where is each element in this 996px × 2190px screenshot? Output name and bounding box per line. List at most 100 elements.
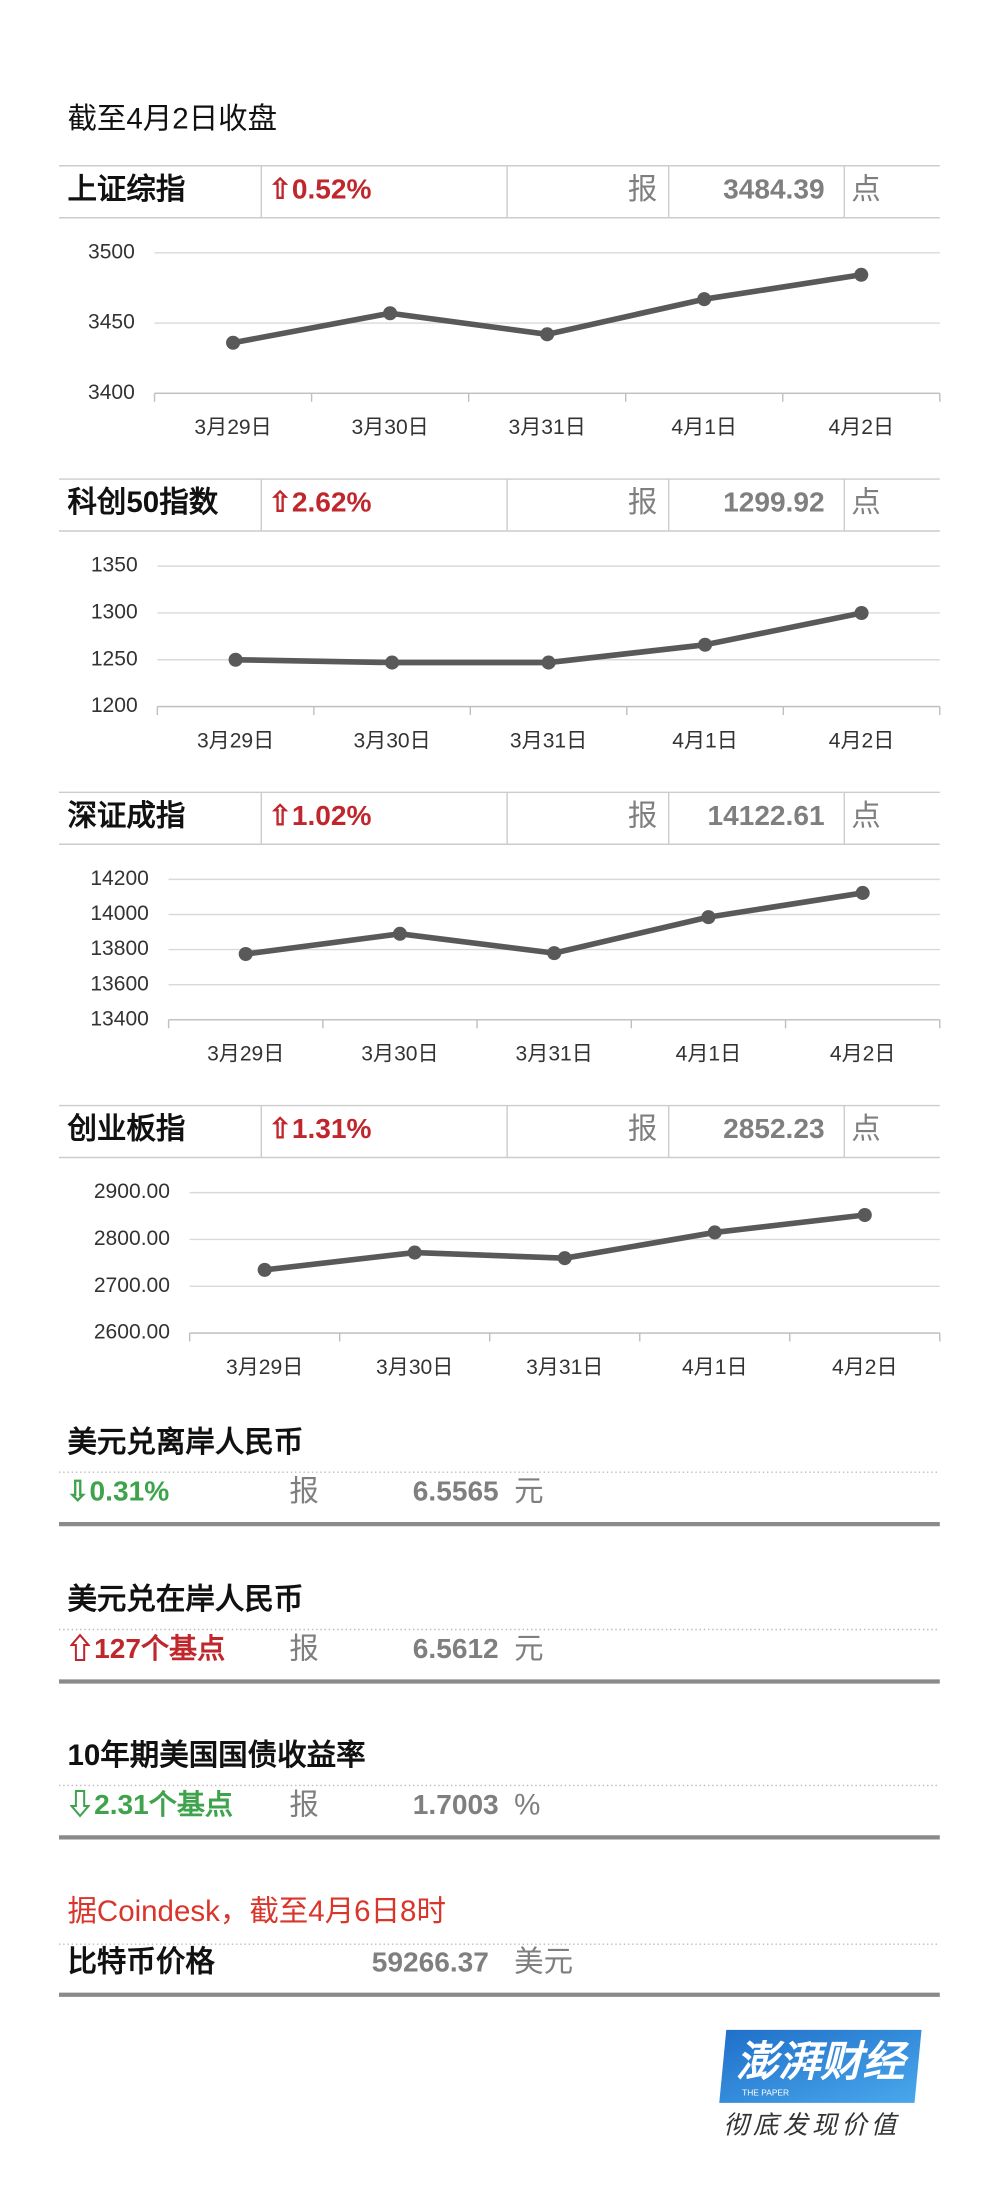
y-tick-label: 13400	[90, 1007, 149, 1030]
quote-word: 报	[289, 1632, 318, 1665]
y-tick-label: 2800.00	[94, 1227, 170, 1250]
index-change: ⇧1.31%	[268, 1113, 371, 1144]
quote-unit: 元	[514, 1632, 543, 1665]
bitcoin-unit: 美元	[514, 1946, 573, 1979]
y-tick-label: 1300	[91, 601, 138, 624]
page-title: 截至4月2日收盘	[67, 103, 277, 136]
x-tick-label: 3月31日	[509, 416, 586, 439]
point	[547, 946, 562, 961]
y-tick-label: 3500	[88, 240, 135, 263]
y-tick-label: 13600	[90, 972, 149, 995]
y-tick-label: 1200	[91, 694, 138, 717]
logo: 澎湃财经 THE PAPER 彻底发现价值	[719, 2029, 922, 2139]
x-tick-label: 4月2日	[828, 416, 894, 439]
point	[226, 335, 241, 350]
y-tick-label: 1350	[91, 554, 138, 577]
point	[228, 652, 243, 667]
index-name: 科创50指数	[67, 486, 218, 519]
y-tick-label: 2900.00	[94, 1180, 170, 1203]
quote-word: 报	[628, 173, 657, 206]
x-tick-label: 3月30日	[376, 1356, 453, 1379]
quote-word: 报	[628, 486, 657, 519]
index-close: 14122.61	[707, 800, 824, 831]
y-tick-label: 3400	[88, 381, 135, 404]
quote-value: 1.7003	[413, 1789, 499, 1820]
index-close: 1299.92	[723, 487, 824, 518]
y-tick-label: 14000	[90, 902, 149, 925]
quote-unit: %	[514, 1788, 540, 1821]
point	[385, 655, 400, 670]
point	[541, 655, 556, 670]
index-name: 深证成指	[67, 799, 185, 832]
quote-title: 美元兑在岸人民币	[67, 1582, 303, 1616]
x-tick-label: 4月1日	[682, 1356, 748, 1379]
logo-brand-en: THE PAPER	[742, 2087, 789, 2097]
index-unit: 点	[851, 1113, 880, 1146]
point	[854, 605, 869, 621]
x-tick-label: 3月31日	[516, 1043, 593, 1066]
index-unit: 点	[851, 799, 880, 832]
index-unit: 点	[851, 486, 880, 519]
point	[257, 1262, 272, 1277]
x-tick-label: 4月1日	[676, 1043, 742, 1066]
point	[698, 637, 713, 652]
x-tick-label: 3月31日	[526, 1356, 603, 1379]
point	[407, 1245, 422, 1260]
x-tick-label: 4月2日	[829, 729, 895, 752]
quote-value: 6.5612	[413, 1633, 499, 1664]
series-line	[235, 610, 863, 666]
point	[238, 946, 253, 962]
quote-title: 10年期美国国债收益率	[67, 1738, 365, 1772]
y-tick-label: 2700.00	[94, 1274, 170, 1297]
point	[701, 910, 716, 925]
x-tick-label: 4月1日	[671, 416, 737, 439]
x-tick-label: 3月29日	[197, 729, 274, 752]
quote-change: ⇧127个基点	[66, 1632, 225, 1664]
point	[697, 292, 712, 307]
bitcoin-title: 比特币价格	[67, 1946, 215, 1979]
quote-word: 报	[289, 1475, 318, 1508]
point	[857, 1207, 872, 1223]
quote-value: 6.5565	[413, 1476, 499, 1507]
x-tick-label: 3月29日	[226, 1356, 303, 1379]
bitcoin-value: 59266.37	[372, 1946, 489, 1977]
index-close: 3484.39	[723, 173, 824, 204]
quote-change: ⇩2.31个基点	[66, 1789, 233, 1820]
point	[854, 267, 869, 282]
point	[383, 306, 398, 321]
x-tick-label: 3月30日	[351, 416, 428, 439]
bitcoin-note: 据Coindesk，截至4月6日8时	[67, 1895, 446, 1928]
x-tick-label: 3月30日	[361, 1043, 438, 1066]
x-tick-label: 4月1日	[672, 729, 738, 752]
point	[540, 327, 555, 342]
quote-title: 美元兑离岸人民币	[67, 1425, 303, 1459]
y-tick-label: 13800	[90, 937, 149, 960]
index-change: ⇧0.52%	[268, 173, 371, 204]
logo-slogan: 彻底发现价值	[724, 2111, 901, 2139]
logo-badge	[719, 2029, 922, 2103]
x-tick-label: 4月2日	[832, 1356, 898, 1379]
index-change: ⇧2.62%	[268, 487, 371, 518]
point	[557, 1251, 572, 1266]
index-unit: 点	[851, 173, 880, 206]
x-tick-label: 3月30日	[353, 729, 430, 752]
y-tick-label: 2600.00	[94, 1321, 170, 1344]
quote-unit: 元	[514, 1475, 543, 1508]
point	[707, 1225, 722, 1240]
y-tick-label: 1250	[91, 647, 138, 670]
index-name: 上证综指	[67, 173, 185, 206]
x-tick-label: 3月31日	[510, 729, 587, 752]
quote-change: ⇩0.31%	[66, 1476, 169, 1507]
quote-word: 报	[628, 1113, 657, 1146]
logo-brand: 澎湃财经	[736, 2038, 909, 2085]
index-change: ⇧1.02%	[268, 800, 371, 831]
y-tick-label: 14200	[90, 867, 149, 890]
index-close: 2852.23	[723, 1113, 824, 1144]
x-tick-label: 3月29日	[194, 416, 271, 439]
x-tick-label: 3月29日	[207, 1043, 284, 1066]
point	[392, 926, 407, 941]
quote-word: 报	[289, 1788, 318, 1821]
index-name: 创业板指	[66, 1113, 185, 1146]
